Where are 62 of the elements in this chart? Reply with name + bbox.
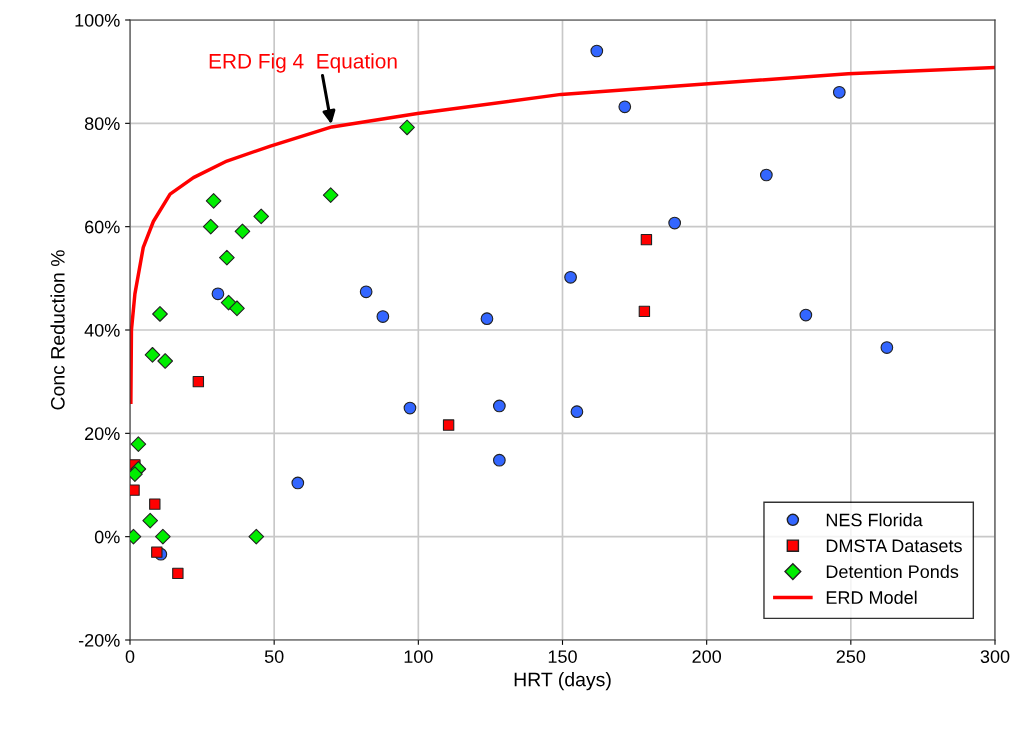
- point: [403, 401, 417, 415]
- point: [192, 375, 205, 388]
- point: [152, 306, 168, 322]
- legend-label: DMSTA Datasets: [826, 539, 962, 553]
- y-tick-label: -20%: [78, 633, 120, 647]
- point: [253, 208, 270, 225]
- point: [219, 249, 235, 266]
- x-tick-label: 0: [125, 650, 135, 663]
- point: [480, 312, 494, 325]
- point: [151, 546, 163, 558]
- point: [638, 305, 651, 318]
- point: [799, 308, 813, 322]
- y-axis-title: Conc Reduction %: [50, 250, 65, 410]
- point: [130, 484, 140, 496]
- point: [492, 399, 506, 413]
- point: [640, 233, 653, 246]
- y-tick-label: 20%: [85, 427, 120, 441]
- point: [234, 223, 251, 240]
- annotation: ERD Fig 4 Equation: [209, 53, 397, 73]
- point: [205, 192, 222, 209]
- point: [157, 353, 174, 369]
- point: [618, 100, 632, 114]
- point: [759, 168, 773, 182]
- point: [248, 528, 265, 545]
- legend-label: NES Florida: [826, 513, 923, 527]
- point: [590, 44, 604, 58]
- point: [202, 218, 219, 235]
- point: [442, 419, 455, 431]
- point: [359, 285, 373, 299]
- legend-label: Detention Ponds: [826, 564, 959, 579]
- x-axis-title: HRT (days): [514, 672, 611, 691]
- point: [832, 85, 846, 99]
- point: [149, 498, 161, 510]
- y-tick-label: 0%: [94, 530, 120, 544]
- y-tick-label: 60%: [85, 220, 120, 234]
- point: [880, 341, 894, 354]
- point: [142, 512, 159, 529]
- point: [155, 528, 171, 545]
- x-tick-label: 300: [980, 650, 1010, 663]
- x-tick-label: 100: [404, 650, 433, 663]
- point: [570, 405, 584, 418]
- point: [668, 216, 682, 230]
- point: [291, 476, 305, 490]
- y-tick-label: 100%: [75, 13, 120, 27]
- point: [211, 287, 225, 301]
- point: [229, 300, 245, 317]
- legend-label: ERD Model: [826, 590, 917, 604]
- x-tick-label: 150: [548, 650, 577, 663]
- y-tick-label: 40%: [84, 323, 120, 337]
- point: [220, 294, 237, 311]
- x-tick-label: 250: [836, 650, 866, 663]
- y-tick-label: 80%: [84, 117, 120, 131]
- point: [144, 346, 161, 363]
- x-tick-label: 50: [264, 650, 284, 663]
- point: [130, 436, 147, 453]
- point: [376, 310, 390, 323]
- point: [492, 453, 506, 467]
- point: [172, 567, 184, 580]
- point: [564, 270, 577, 284]
- x-tick-label: 200: [692, 650, 722, 663]
- point: [322, 187, 339, 203]
- point: [399, 119, 415, 136]
